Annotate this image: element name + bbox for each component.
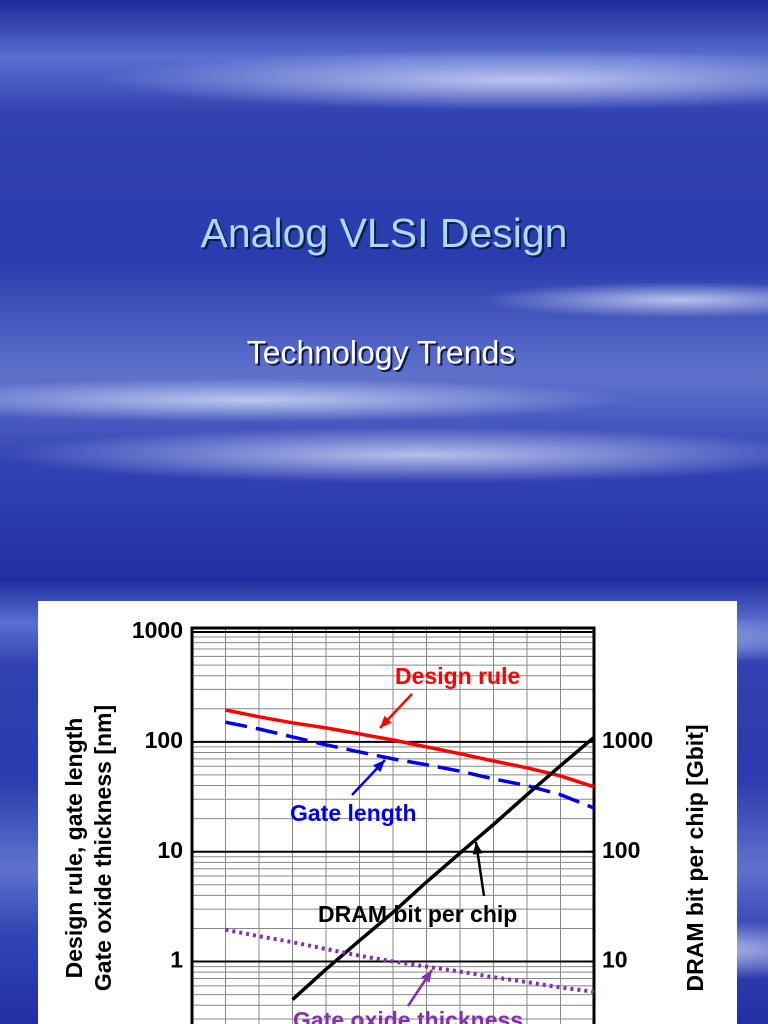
series-label: Design rule: [395, 663, 520, 689]
series-label: Gate length: [290, 800, 417, 826]
y-tick-label: 100: [145, 727, 183, 753]
y2-tick-label: 10: [602, 947, 628, 973]
cloud: [100, 50, 768, 110]
y-tick-label: 1000: [132, 617, 183, 643]
slide-title: Analog VLSI Design: [201, 210, 568, 256]
series-label: DRAM bit per chip: [318, 901, 517, 927]
arrow-head: [421, 970, 432, 983]
y-axis-label: Design rule, gate length: [61, 718, 87, 979]
y2-axis-label: DRAM bit per chip [Gbit]: [682, 724, 708, 991]
arrow-head: [380, 715, 392, 728]
arrow-head: [373, 760, 385, 773]
chart: 1 10 100 1000 10 100 1000 Design rule, gate len…: [61, 617, 708, 1024]
y2-tick-label: 1000: [602, 727, 653, 753]
plot-frame: [190, 626, 596, 1024]
slide-subtitle: Technology Trends: [247, 334, 516, 370]
series-line: [225, 720, 595, 810]
series-label: Gate oxide thickness: [293, 1007, 523, 1024]
cloud: [480, 282, 768, 318]
chart-panel: [38, 601, 737, 1024]
y-tick-label: 1: [170, 947, 183, 973]
arrow-head: [472, 842, 483, 855]
series-line: [225, 708, 595, 789]
cloud: [0, 427, 768, 483]
y-tick-label: 10: [157, 837, 183, 863]
y-axis-label: Gate oxide thickness [nm]: [90, 705, 116, 991]
y2-tick-label: 100: [602, 837, 640, 863]
cloud: [0, 378, 630, 422]
series-line: [291, 735, 596, 1001]
